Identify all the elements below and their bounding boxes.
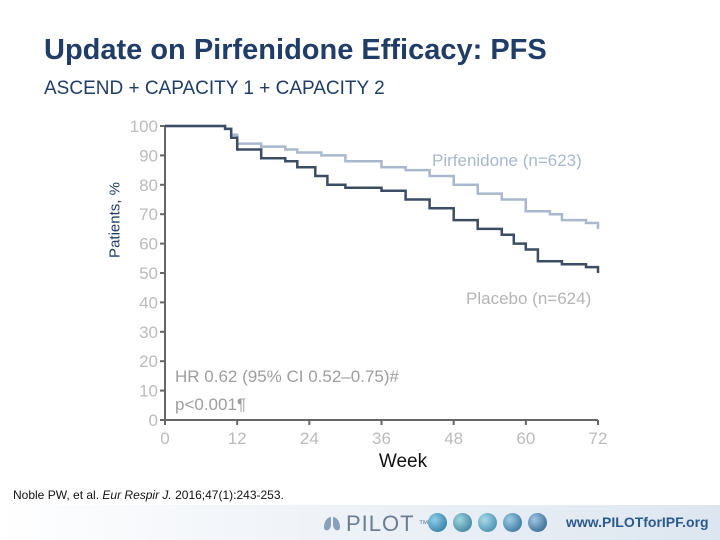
y-tick-label: 10 — [139, 382, 158, 401]
y-tick-label: 50 — [139, 264, 158, 283]
y-tick-label: 60 — [139, 235, 158, 254]
x-axis-label: Week — [378, 451, 428, 472]
y-tick-label: 100 — [130, 117, 158, 136]
y-tick-label: 0 — [149, 411, 158, 430]
series-lines — [165, 124, 600, 273]
y-tick-label: 40 — [139, 293, 158, 312]
y-tick-label: 80 — [139, 176, 158, 195]
x-axis: 0 12 24 36 48 60 72 — [160, 419, 608, 448]
survival-chart: 0 10 20 30 40 50 60 70 80 90 100 0 12 24 36 48 60 72 Pir… — [130, 117, 608, 448]
citation-details: 2016;47(1):243-253. — [175, 488, 284, 502]
x-tick-label: 12 — [228, 429, 247, 448]
citation-journal: Eur Respir J. — [102, 488, 172, 502]
x-tick-label: 60 — [516, 429, 535, 448]
x-tick-label: 36 — [372, 429, 391, 448]
x-tick-label: 24 — [300, 429, 319, 448]
p-value-annotation: p<0.001¶ — [175, 395, 246, 414]
slide-title: Update on Pirfenidone Efficacy: PFS — [44, 34, 547, 66]
y-tick-label: 70 — [139, 205, 158, 224]
lung-icon — [324, 517, 340, 531]
y-tick-label: 90 — [139, 146, 158, 165]
series-label-pirfenidone: Pirfenidone (n=623) — [432, 151, 582, 170]
logo-trademark: ™ — [418, 518, 430, 530]
y-tick-label: 20 — [139, 352, 158, 371]
footer-bar: PILOT ™ www.PILOTforIPF.org — [0, 505, 720, 540]
logo-text: PILOT — [346, 511, 415, 536]
series-labels: Pirfenidone (n=623) Placebo (n=624) — [432, 151, 591, 308]
slide-subtitle: ASCEND + CAPACITY 1 + CAPACITY 2 — [44, 78, 385, 99]
series-line-1 — [165, 124, 600, 273]
citation: Noble PW, et al. Eur Respir J. 2016;47(1… — [13, 488, 284, 502]
globe-icon — [428, 513, 447, 532]
website-link[interactable]: www.PILOTforIPF.org — [566, 514, 709, 530]
hazard-ratio-annotation: HR 0.62 (95% CI 0.52–0.75)# — [175, 367, 400, 386]
pilot-logo: PILOT ™ — [322, 511, 430, 537]
y-axis: 0 10 20 30 40 50 60 70 80 90 100 — [130, 117, 166, 430]
globe-icons — [428, 513, 547, 532]
globe-icon — [528, 513, 547, 532]
series-label-placebo: Placebo (n=624) — [466, 289, 591, 308]
globe-icon — [453, 513, 472, 532]
citation-authors: Noble PW, et al. — [13, 488, 100, 502]
y-tick-label: 30 — [139, 323, 158, 342]
annotations: HR 0.62 (95% CI 0.52–0.75)# p<0.001¶ — [175, 367, 400, 414]
series-line-0 — [165, 124, 600, 229]
x-tick-label: 48 — [444, 429, 463, 448]
x-tick-label: 0 — [160, 429, 169, 448]
globe-icon — [478, 513, 497, 532]
globe-icon — [503, 513, 522, 532]
x-tick-label: 72 — [589, 429, 608, 448]
